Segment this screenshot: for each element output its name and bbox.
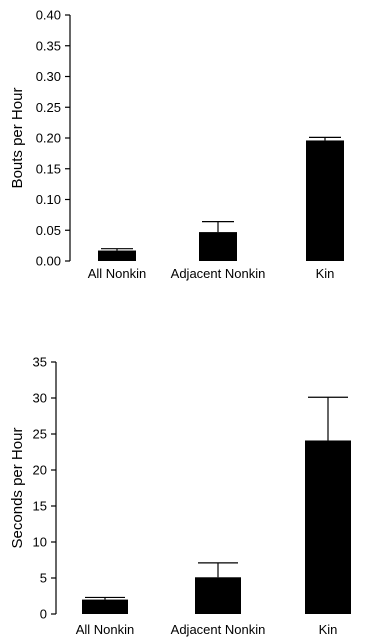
chart-1-y-axis-title: Bouts per Hour <box>9 88 26 189</box>
chart-1-x-label-adjacent-nonkin: Adjacent Nonkin <box>171 266 266 281</box>
chart-2-x-label-adjacent-nonkin: Adjacent Nonkin <box>171 622 266 637</box>
chart-2-bar-all-nonkin <box>82 599 128 614</box>
chart-2-y-tick-label: 0 <box>40 607 47 622</box>
chart-2-y-tick-label: 20 <box>33 463 47 478</box>
chart-1-y-tick-label: 0.15 <box>36 161 61 176</box>
chart-2-y-tick-label: 15 <box>33 499 47 514</box>
chart-1-y-tick-label: 0.10 <box>36 192 61 207</box>
chart-1-y-tick-label: 0.00 <box>36 254 61 269</box>
chart-2-y-tick-label: 5 <box>40 571 47 586</box>
chart-1-y-tick-label: 0.20 <box>36 131 61 146</box>
chart-2-x-label-all-nonkin: All Nonkin <box>76 622 135 637</box>
chart-2-x-label-kin: Kin <box>319 622 338 637</box>
chart-1-y-tick-label: 0.35 <box>36 38 61 53</box>
chart-2-bar-kin <box>305 440 351 614</box>
chart-2-y-tick-label: 35 <box>33 355 47 370</box>
chart-2-bar-adjacent-nonkin <box>195 577 241 614</box>
chart-1-bar-all-nonkin <box>98 250 136 261</box>
chart-2-y-tick-label: 25 <box>33 427 47 442</box>
chart-2-y-tick-label: 10 <box>33 535 47 550</box>
chart-1-y-tick-label: 0.30 <box>36 69 61 84</box>
chart-1-x-label-kin: Kin <box>316 266 335 281</box>
chart-1-bar-adjacent-nonkin <box>199 232 237 261</box>
chart-1-bar-kin <box>306 140 344 261</box>
chart-1-y-tick-label: 0.25 <box>36 100 61 115</box>
chart-2-y-tick-label: 30 <box>33 391 47 406</box>
chart-1-y-tick-label: 0.40 <box>36 8 61 23</box>
chart-1-x-label-all-nonkin: All Nonkin <box>88 266 147 281</box>
chart-2-y-axis-title: Seconds per Hour <box>9 428 26 549</box>
chart-1-y-tick-label: 0.05 <box>36 223 61 238</box>
